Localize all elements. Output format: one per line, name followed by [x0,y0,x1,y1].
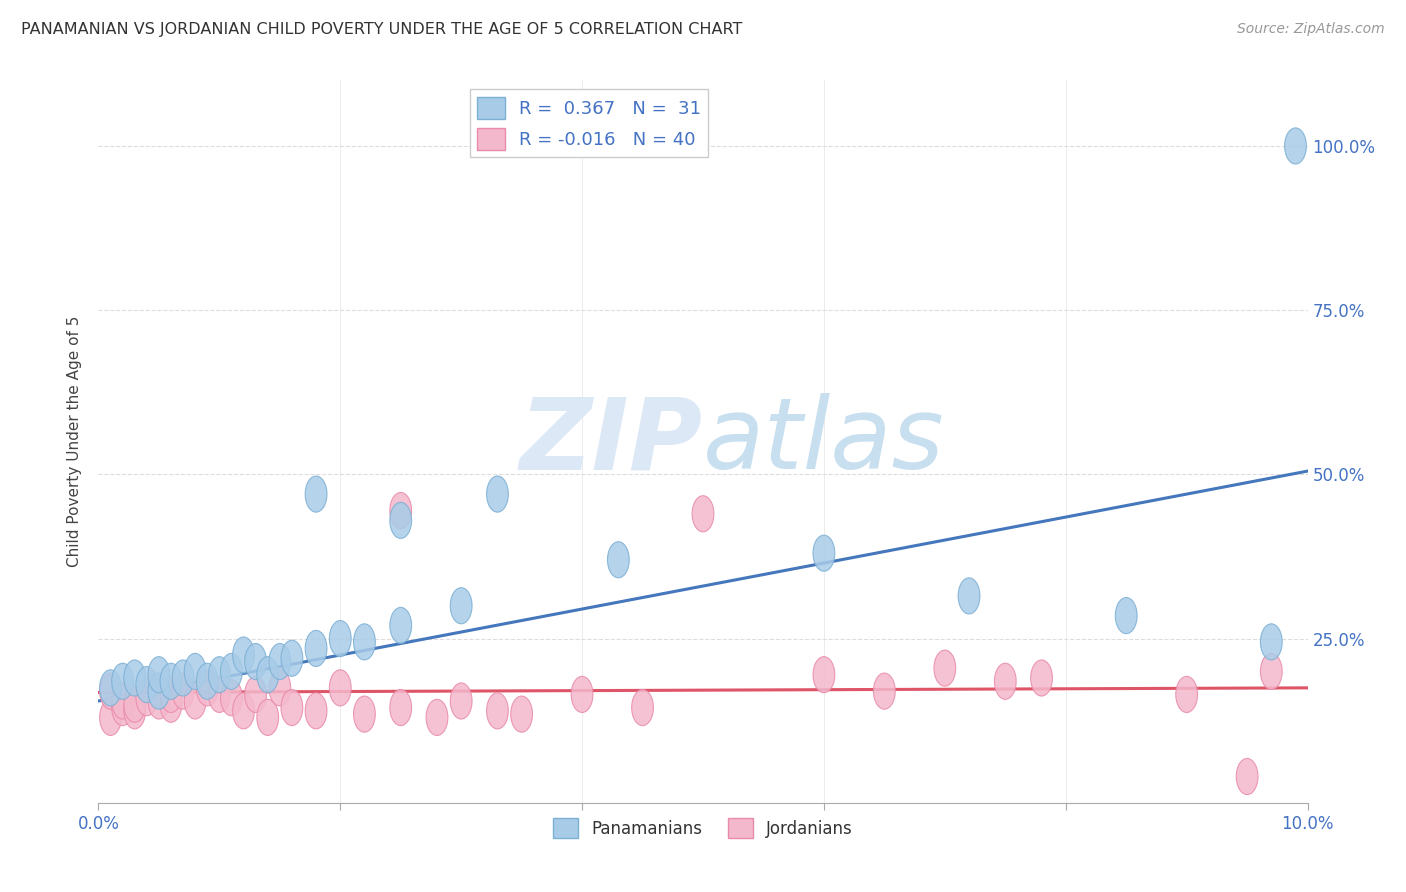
Ellipse shape [208,676,231,713]
Ellipse shape [305,631,328,666]
Ellipse shape [148,673,170,709]
Ellipse shape [269,643,291,680]
Ellipse shape [184,653,207,690]
Ellipse shape [197,664,218,699]
Ellipse shape [510,696,533,732]
Ellipse shape [148,683,170,719]
Ellipse shape [245,643,267,680]
Ellipse shape [197,670,218,706]
Ellipse shape [1260,624,1282,660]
Ellipse shape [389,690,412,725]
Ellipse shape [111,690,134,725]
Ellipse shape [692,496,714,532]
Ellipse shape [1031,660,1053,696]
Ellipse shape [426,699,449,736]
Ellipse shape [136,666,157,703]
Ellipse shape [111,683,134,719]
Ellipse shape [136,680,157,715]
Ellipse shape [450,683,472,719]
Ellipse shape [124,660,146,696]
Ellipse shape [245,676,267,713]
Ellipse shape [160,676,181,713]
Ellipse shape [111,664,134,699]
Ellipse shape [450,588,472,624]
Ellipse shape [934,650,956,686]
Ellipse shape [957,578,980,614]
Text: ZIP: ZIP [520,393,703,490]
Ellipse shape [631,690,654,725]
Ellipse shape [486,693,509,729]
Ellipse shape [329,670,352,706]
Text: atlas: atlas [703,393,945,490]
Ellipse shape [124,686,146,723]
Ellipse shape [353,696,375,732]
Ellipse shape [172,660,194,696]
Ellipse shape [607,541,630,578]
Ellipse shape [329,621,352,657]
Ellipse shape [389,492,412,529]
Ellipse shape [269,670,291,706]
Ellipse shape [873,673,896,709]
Ellipse shape [221,653,242,690]
Ellipse shape [100,670,121,706]
Ellipse shape [1175,676,1198,713]
Ellipse shape [257,657,278,693]
Ellipse shape [160,664,181,699]
Ellipse shape [148,657,170,693]
Ellipse shape [813,657,835,693]
Ellipse shape [305,476,328,512]
Ellipse shape [281,640,302,676]
Ellipse shape [305,693,328,729]
Ellipse shape [232,693,254,729]
Ellipse shape [281,690,302,725]
Ellipse shape [813,535,835,571]
Ellipse shape [124,693,146,729]
Ellipse shape [160,686,181,723]
Ellipse shape [221,680,242,715]
Ellipse shape [389,607,412,643]
Ellipse shape [184,683,207,719]
Ellipse shape [232,637,254,673]
Legend: Panamanians, Jordanians: Panamanians, Jordanians [547,812,859,845]
Ellipse shape [1236,758,1258,795]
Ellipse shape [389,502,412,539]
Ellipse shape [1285,128,1306,164]
Ellipse shape [353,624,375,660]
Ellipse shape [571,676,593,713]
Ellipse shape [100,673,121,709]
Ellipse shape [257,699,278,736]
Ellipse shape [994,664,1017,699]
Ellipse shape [172,673,194,709]
Text: PANAMANIAN VS JORDANIAN CHILD POVERTY UNDER THE AGE OF 5 CORRELATION CHART: PANAMANIAN VS JORDANIAN CHILD POVERTY UN… [21,22,742,37]
Ellipse shape [100,699,121,736]
Ellipse shape [1115,598,1137,633]
Ellipse shape [208,657,231,693]
Text: Source: ZipAtlas.com: Source: ZipAtlas.com [1237,22,1385,37]
Ellipse shape [486,476,509,512]
Ellipse shape [1260,653,1282,690]
Y-axis label: Child Poverty Under the Age of 5: Child Poverty Under the Age of 5 [67,316,83,567]
